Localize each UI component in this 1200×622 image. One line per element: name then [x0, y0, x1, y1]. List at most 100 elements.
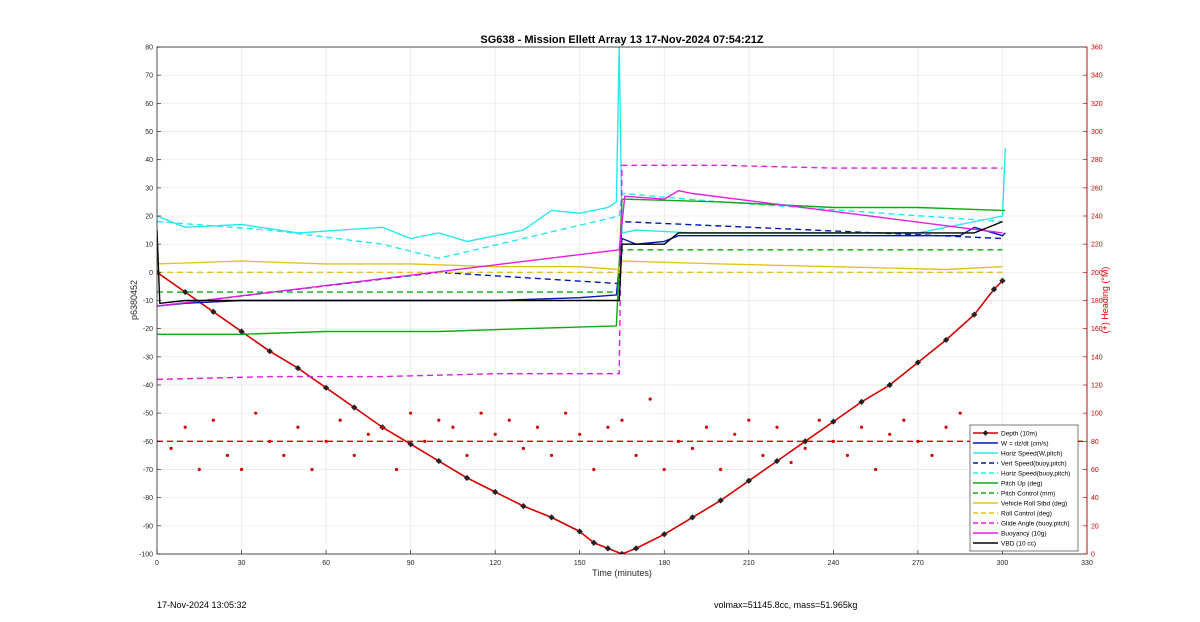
x-tick-label: 90 — [407, 560, 415, 567]
legend-label: Depth (10m) — [1001, 431, 1037, 438]
y-left-tick-label: 50 — [145, 129, 153, 136]
y-right-tick-label: 40 — [1091, 495, 1099, 502]
heading-point — [874, 467, 878, 472]
heading-point — [197, 467, 201, 472]
heading-point — [493, 432, 497, 436]
depth-marker — [632, 545, 640, 552]
heading-point — [549, 453, 554, 458]
depth-marker — [576, 528, 583, 535]
heading-point — [394, 467, 399, 472]
y-left-tick-label: 60 — [145, 101, 153, 108]
y-right-tick-label: 100 — [1091, 411, 1103, 418]
y-right-tick-label: 340 — [1091, 73, 1103, 80]
series-line-horiz-speed-w-pitch — [157, 47, 1006, 243]
depth-marker — [590, 539, 597, 546]
x-tick-label: 210 — [743, 560, 755, 567]
heading-point — [380, 425, 385, 429]
depth-marker — [182, 288, 189, 296]
y-right-tick-label: 180 — [1091, 298, 1103, 305]
heading-point — [747, 418, 751, 422]
y-right-tick-label: 240 — [1091, 214, 1103, 221]
x-tick-label: 180 — [658, 560, 670, 567]
series-line-pitch-up-deg — [157, 198, 1006, 335]
chart-legend: Depth (10m) W = dz/dt (cm/s) Horiz Speed(W… — [969, 424, 1079, 552]
legend-label: Vert Speed(buoy,pitch) — [1001, 461, 1067, 468]
y-right-tick-label: 120 — [1091, 383, 1103, 390]
depth-marker — [773, 457, 781, 465]
series-line-depth-10m — [157, 271, 1004, 554]
heading-point — [564, 411, 568, 415]
depth-marker — [492, 488, 499, 496]
heading-point — [803, 446, 807, 450]
heading-point — [282, 453, 286, 458]
y-right-tick-label: 300 — [1091, 129, 1103, 136]
heading-point — [690, 446, 695, 450]
heading-point — [761, 453, 765, 458]
legend-label: Pitch Up (deg) — [1001, 481, 1043, 488]
y-left-tick-label: 70 — [145, 73, 153, 80]
chart-title: SG638 - Mission Ellett Array 13 17-Nov-2… — [480, 34, 764, 46]
x-tick-label: 270 — [912, 560, 924, 567]
chart-series — [157, 47, 1087, 554]
y-left-tick-label: -50 — [143, 411, 153, 418]
heading-point — [845, 453, 850, 458]
heading-point — [958, 411, 962, 415]
legend-label: Horiz Speed(W,pitch) — [1001, 451, 1062, 458]
y-left-tick-label: 10 — [145, 242, 153, 249]
y-right-tick-label: 260 — [1091, 185, 1103, 192]
y-left-tick-label: 0 — [149, 270, 153, 277]
legend-label: Pitch Control (mm) — [1001, 491, 1055, 498]
series-line-vbd-10-cc — [157, 220, 1003, 304]
legend-label: W = dz/dt (cm/s) — [1001, 441, 1049, 448]
footer-summary: volmax=51145.8cc, mass=51.965kg — [714, 600, 858, 610]
heading-point — [521, 446, 525, 450]
legend-marker — [982, 430, 989, 436]
x-tick-label: 30 — [238, 560, 246, 567]
heading-point — [310, 467, 314, 472]
depth-marker — [435, 457, 442, 465]
heading-point — [338, 418, 342, 422]
depth-marker — [322, 384, 330, 391]
legend-label: Buoyancy (10g) — [1001, 531, 1047, 538]
y-axis-label-right: (+) Heading (°M) — [1100, 267, 1110, 334]
heading-point — [620, 418, 624, 422]
heading-point — [479, 411, 483, 415]
heading-point — [634, 453, 638, 458]
heading-point — [662, 467, 666, 472]
depth-marker — [745, 477, 752, 484]
y-left-tick-label: -40 — [143, 383, 153, 390]
x-tick-label: 0 — [155, 560, 159, 567]
heading-point — [592, 467, 596, 472]
x-axis-label: Time (minutes) — [592, 568, 652, 578]
depth-marker — [604, 545, 612, 552]
y-right-tick-label: 160 — [1091, 326, 1103, 333]
heading-point — [169, 446, 173, 450]
y-left-tick-label: -90 — [143, 523, 153, 530]
y-axis-label-left: p6380452 — [129, 280, 139, 320]
y-left-tick-label: -100 — [139, 552, 153, 559]
heading-point — [409, 411, 413, 415]
heading-point — [902, 418, 906, 422]
heading-point — [719, 467, 723, 472]
x-tick-label: 240 — [828, 560, 840, 567]
heading-point — [578, 432, 582, 436]
y-right-tick-label: 20 — [1091, 523, 1099, 530]
depth-marker — [294, 364, 302, 372]
depth-marker — [858, 398, 865, 406]
heading-point — [733, 432, 737, 436]
heading-point — [930, 453, 934, 458]
depth-marker — [266, 348, 273, 355]
series-line-vehicle-roll-stbd-deg — [157, 260, 1003, 271]
y-right-tick-label: 360 — [1091, 45, 1103, 52]
heading-point — [535, 425, 540, 429]
heading-point — [352, 453, 356, 458]
heading-point — [606, 425, 610, 429]
x-tick-label: 300 — [997, 560, 1009, 567]
y-right-tick-label: 140 — [1091, 354, 1103, 361]
heading-point — [817, 418, 821, 422]
x-tick-label: 150 — [574, 560, 586, 567]
footer-timestamp: 17-Nov-2024 13:05:32 — [157, 600, 247, 610]
depth-marker — [942, 336, 950, 344]
y-left-tick-label: 20 — [145, 214, 153, 221]
